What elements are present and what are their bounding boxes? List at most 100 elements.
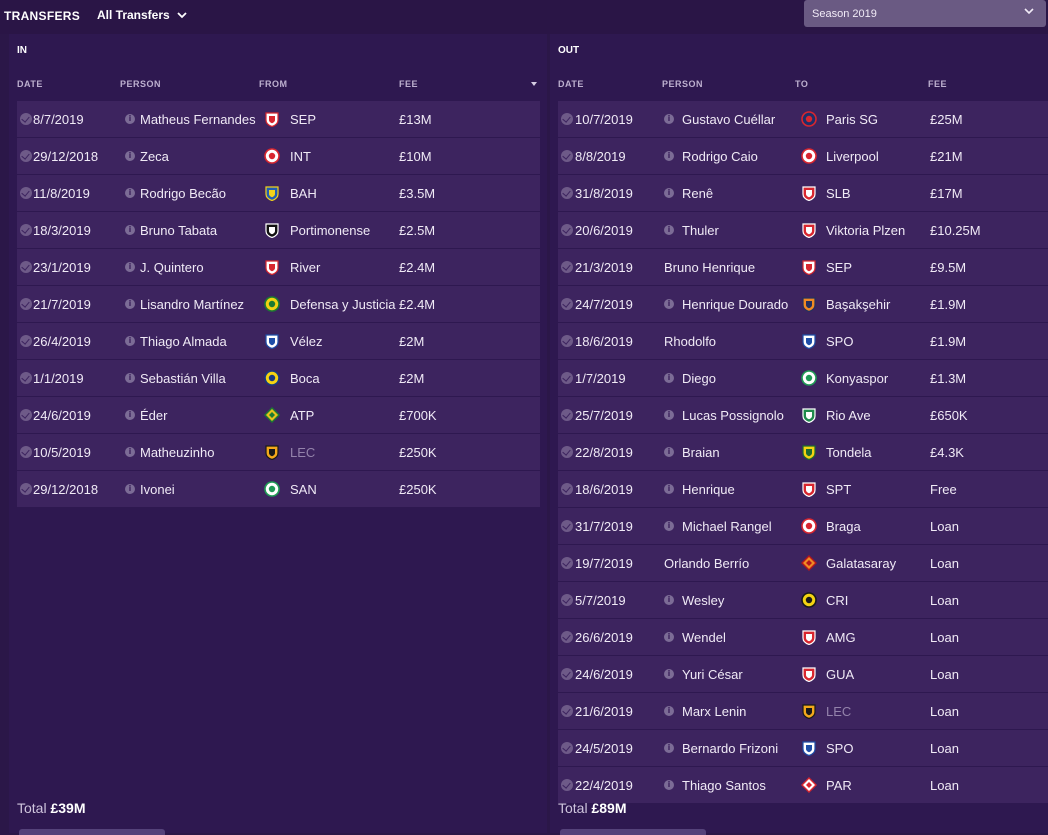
info-icon[interactable]: i [125,447,135,457]
column-header-to[interactable]: TO [795,79,809,89]
club-name-link[interactable]: Rio Ave [826,408,871,423]
transfer-row[interactable]: 1/7/2019 i Diego Konyaspor £1.3M [558,360,1048,396]
info-icon[interactable]: i [664,151,674,161]
club-name-link[interactable]: Başakşehir [826,297,891,312]
info-icon[interactable]: i [664,484,674,494]
player-name-link[interactable]: Sebastián Villa [140,371,226,386]
info-icon[interactable]: i [664,373,674,383]
season-select[interactable]: Season 2019 [804,0,1046,27]
club-name-link[interactable]: Liverpool [826,149,879,164]
info-icon[interactable]: i [125,484,135,494]
info-icon[interactable]: i [125,188,135,198]
transfer-row[interactable]: 11/8/2019 i Rodrigo Becão BAH £3.5M [17,175,540,211]
transfer-row[interactable]: 18/6/2019 i Henrique SPT Free [558,471,1048,507]
transfer-row[interactable]: 31/8/2019 i Renê SLB £17M [558,175,1048,211]
club-name-link[interactable]: Galatasaray [826,556,897,571]
column-header-fee[interactable]: FEE [928,79,948,89]
transfer-row[interactable]: 24/6/2019 i Éder ATP £700K [17,397,540,433]
transfer-row[interactable]: 5/7/2019 i Wesley CRI Loan [558,582,1048,618]
info-icon[interactable]: i [664,188,674,198]
club-name-link[interactable]: Konyaspor [826,371,889,386]
column-header-person[interactable]: PERSON [662,79,704,89]
player-name-link[interactable]: Marx Lenin [682,704,747,719]
info-icon[interactable]: i [125,262,135,272]
panel-action-button-out[interactable] [560,829,706,835]
player-name-link[interactable]: Renê [682,186,714,201]
transfer-row[interactable]: 31/7/2019 i Michael Rangel Braga Loan [558,508,1048,544]
transfer-row[interactable]: 23/1/2019 i J. Quintero River £2.4M [17,249,540,285]
player-name-link[interactable]: Lucas Possignolo [682,408,784,423]
column-header-date[interactable]: DATE [17,79,43,89]
info-icon[interactable]: i [664,743,674,753]
club-name-link[interactable]: SEP [826,260,853,275]
player-name-link[interactable]: Rhodolfo [664,334,717,349]
player-name-link[interactable]: Orlando Berrío [664,556,750,571]
player-name-link[interactable]: Wendel [682,630,726,645]
club-name-link[interactable]: Portimonense [290,223,371,238]
club-name-link[interactable]: ATP [290,408,315,423]
club-name-link[interactable]: BAH [290,186,317,201]
player-name-link[interactable]: Wesley [682,593,725,608]
transfer-row[interactable]: 29/12/2018 i Ivonei SAN £250K [17,471,540,507]
player-name-link[interactable]: Thiago Santos [682,778,766,793]
club-name-link[interactable]: LEC [826,704,852,719]
player-name-link[interactable]: Lisandro Martínez [140,297,245,312]
club-name-link[interactable]: SPO [826,334,854,349]
club-name-link[interactable]: Boca [290,371,320,386]
column-header-person[interactable]: PERSON [120,79,162,89]
info-icon[interactable]: i [664,669,674,679]
transfer-row[interactable]: 21/6/2019 i Marx Lenin LEC Loan [558,693,1048,729]
transfer-row[interactable]: 21/7/2019 i Lisandro Martínez Defensa y Jus… [17,286,540,322]
info-icon[interactable]: i [125,225,135,235]
club-name-link[interactable]: Defensa y Justicia [290,297,396,312]
info-icon[interactable]: i [125,114,135,124]
club-name-link[interactable]: Braga [826,519,861,534]
transfer-row[interactable]: 29/12/2018 i Zeca INT £10M [17,138,540,174]
club-name-link[interactable]: INT [290,149,311,164]
club-name-link[interactable]: LEC [290,445,316,460]
club-name-link[interactable]: SAN [290,482,317,497]
panel-action-button-in[interactable] [19,829,165,835]
info-icon[interactable]: i [125,336,135,346]
player-name-link[interactable]: J. Quintero [140,260,204,275]
player-name-link[interactable]: Henrique Dourado [682,297,789,312]
info-icon[interactable]: i [664,780,674,790]
transfer-row[interactable]: 26/6/2019 i Wendel AMG Loan [558,619,1048,655]
player-name-link[interactable]: Henrique [682,482,735,497]
column-header-fee[interactable]: FEE [399,79,419,89]
player-name-link[interactable]: Thiago Almada [140,334,227,349]
club-name-link[interactable]: Vélez [290,334,323,349]
column-header-date[interactable]: DATE [558,79,584,89]
transfer-filter-dropdown[interactable]: All Transfers [97,8,187,22]
player-name-link[interactable]: Matheuzinho [140,445,215,460]
transfer-row[interactable]: 19/7/2019 Orlando Berrío Galatasaray Loan [558,545,1048,581]
player-name-link[interactable]: Ivonei [140,482,175,497]
player-name-link[interactable]: Gustavo Cuéllar [682,112,776,127]
transfer-row[interactable]: 1/1/2019 i Sebastián Villa Boca £2M [17,360,540,396]
info-icon[interactable]: i [664,447,674,457]
transfer-row[interactable]: 8/7/2019 i Matheus Fernandes SEP £13M [17,101,540,137]
info-icon[interactable]: i [125,373,135,383]
info-icon[interactable]: i [664,632,674,642]
club-name-link[interactable]: River [290,260,321,275]
club-name-link[interactable]: Viktoria Plzen [826,223,906,238]
club-name-link[interactable]: SPT [826,482,852,497]
player-name-link[interactable]: Bruno Henrique [664,260,756,275]
player-name-link[interactable]: Bernardo Frizoni [682,741,779,756]
info-icon[interactable]: i [664,706,674,716]
player-name-link[interactable]: Yuri César [682,667,743,682]
club-name-link[interactable]: Paris SG [826,112,879,127]
club-name-link[interactable]: CRI [826,593,849,608]
club-name-link[interactable]: Tondela [826,445,872,460]
player-name-link[interactable]: Braian [682,445,720,460]
player-name-link[interactable]: Éder [140,408,168,423]
transfer-row[interactable]: 24/6/2019 i Yuri César GUA Loan [558,656,1048,692]
club-name-link[interactable]: SPO [826,741,854,756]
player-name-link[interactable]: Rodrigo Caio [682,149,758,164]
transfer-row[interactable]: 22/8/2019 i Braian Tondela £4.3K [558,434,1048,470]
player-name-link[interactable]: Zeca [140,149,169,164]
player-name-link[interactable]: Bruno Tabata [140,223,218,238]
transfer-row[interactable]: 24/7/2019 i Henrique Dourado Başakşehir £1.9… [558,286,1048,322]
club-name-link[interactable]: SLB [826,186,851,201]
sort-descending-icon[interactable] [531,82,537,86]
